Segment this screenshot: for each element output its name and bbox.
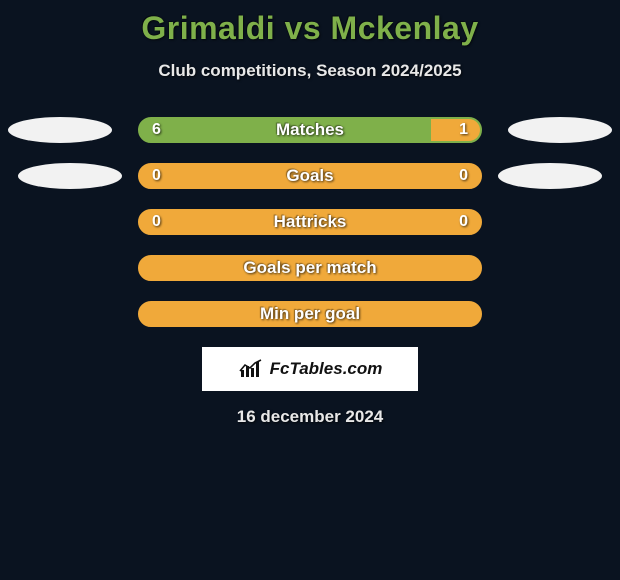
- stat-label: Goals per match: [140, 257, 480, 279]
- stat-bar-left-segment: [140, 119, 431, 141]
- stat-rows: 61Matches00Goals00HattricksGoals per mat…: [0, 117, 620, 327]
- badge-text: FcTables.com: [270, 359, 383, 379]
- stat-right-value: 0: [447, 211, 480, 233]
- stat-bar: Min per goal: [138, 301, 482, 327]
- stat-bar: 0 0Hattricks: [138, 209, 482, 235]
- date-text: 16 december 2024: [0, 407, 620, 427]
- stat-row: Min per goal: [0, 301, 620, 327]
- player-right-marker: [508, 117, 612, 143]
- stat-bar: 61Matches: [138, 117, 482, 143]
- stat-row: 61Matches: [0, 117, 620, 143]
- stat-right-value: 0: [447, 165, 480, 187]
- stat-label: Min per goal: [140, 303, 480, 325]
- stat-label: Hattricks: [140, 211, 480, 233]
- stat-row: 0 0Hattricks: [0, 209, 620, 235]
- subtitle: Club competitions, Season 2024/2025: [0, 61, 620, 81]
- player-right-marker: [498, 163, 602, 189]
- stat-right-value: 1: [447, 119, 480, 141]
- stat-left-value: 6: [140, 119, 173, 141]
- bar-chart-icon: [238, 358, 266, 380]
- stat-bar: Goals per match: [138, 255, 482, 281]
- player-left-marker: [8, 117, 112, 143]
- player-left-marker: [18, 163, 122, 189]
- stat-left-value: 0: [140, 165, 173, 187]
- stat-left-value: 0: [140, 211, 173, 233]
- stat-bar: 0 0Goals: [138, 163, 482, 189]
- stat-label: Goals: [140, 165, 480, 187]
- source-badge: FcTables.com: [202, 347, 418, 391]
- stat-row: Goals per match: [0, 255, 620, 281]
- stat-row: 0 0Goals: [0, 163, 620, 189]
- page-title: Grimaldi vs Mckenlay: [0, 0, 620, 47]
